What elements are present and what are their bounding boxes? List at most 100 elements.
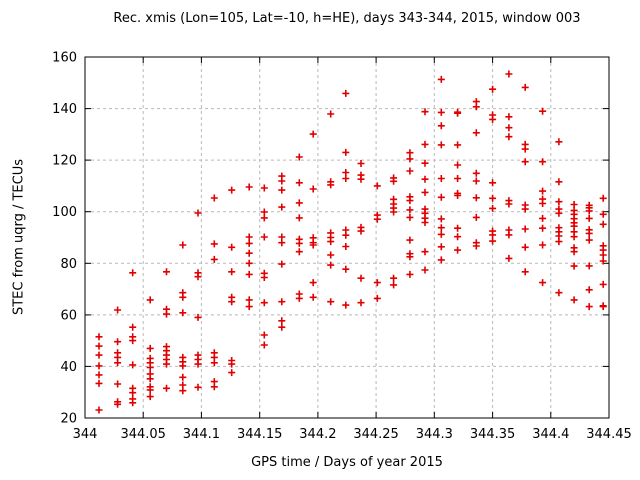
data-point-marker xyxy=(95,362,103,370)
data-point-marker xyxy=(539,279,547,287)
data-point-marker xyxy=(555,178,563,186)
data-point-marker xyxy=(357,274,365,282)
data-point-marker xyxy=(228,268,236,276)
data-point-marker xyxy=(472,239,480,247)
data-point-marker xyxy=(129,269,137,277)
data-point-marker xyxy=(472,194,480,202)
data-point-marker xyxy=(260,341,268,349)
data-point-marker xyxy=(342,169,350,176)
data-point-marker xyxy=(505,133,513,141)
data-point-marker xyxy=(95,406,103,414)
data-point-marker xyxy=(570,262,578,270)
data-point-marker xyxy=(114,398,122,406)
data-point-marker xyxy=(437,243,445,251)
data-point-marker xyxy=(505,197,513,205)
x-axis-label: GPS time / Days of year 2015 xyxy=(251,455,443,470)
data-point-marker xyxy=(539,195,547,203)
data-point-marker xyxy=(146,344,154,352)
data-point-marker xyxy=(129,323,137,331)
data-point-marker xyxy=(585,303,593,311)
data-point-marker xyxy=(260,233,268,241)
data-point-marker xyxy=(505,226,513,234)
y-tick-label: 80 xyxy=(60,257,77,272)
data-point-marker xyxy=(260,331,268,339)
data-point-marker xyxy=(95,351,103,359)
data-point-marker xyxy=(505,124,513,132)
data-point-marker xyxy=(585,262,593,270)
data-point-marker xyxy=(406,236,414,244)
data-point-marker xyxy=(245,259,253,267)
data-point-marker xyxy=(599,220,607,228)
data-point-marker xyxy=(95,333,103,341)
data-point-marker xyxy=(570,206,578,214)
data-point-marker xyxy=(454,224,462,232)
data-point-marker xyxy=(245,239,253,247)
data-point-marker xyxy=(278,233,286,241)
data-point-marker xyxy=(278,298,286,306)
data-point-marker xyxy=(357,171,365,179)
data-point-marker xyxy=(295,235,303,243)
data-point-marker xyxy=(489,179,497,187)
data-point-marker xyxy=(421,108,429,116)
y-tick-label: 20 xyxy=(60,412,77,427)
data-point-marker xyxy=(210,194,218,202)
x-tick-label: 344.35 xyxy=(470,427,516,442)
data-point-marker xyxy=(245,270,253,278)
data-point-marker xyxy=(555,289,563,297)
data-point-marker xyxy=(539,224,547,232)
data-point-marker xyxy=(342,89,350,97)
data-point-marker xyxy=(295,290,303,298)
data-point-marker xyxy=(309,279,317,287)
data-point-marker xyxy=(570,201,578,208)
data-point-marker xyxy=(406,155,414,163)
data-point-marker xyxy=(437,224,445,232)
data-point-marker xyxy=(228,369,236,377)
data-point-marker xyxy=(210,255,218,263)
x-tick-label: 344.3 xyxy=(416,427,453,442)
data-point-marker xyxy=(437,230,445,238)
data-point-marker xyxy=(472,213,480,221)
data-point-marker xyxy=(278,260,286,268)
data-point-marker xyxy=(555,224,563,232)
data-point-marker xyxy=(327,251,335,259)
data-point-marker xyxy=(406,206,414,214)
data-point-marker xyxy=(373,279,381,287)
data-point-marker xyxy=(390,281,398,289)
data-point-marker xyxy=(342,265,350,273)
data-point-marker xyxy=(245,233,253,241)
data-point-marker xyxy=(489,237,497,245)
data-point-marker xyxy=(210,240,218,248)
data-point-marker xyxy=(114,338,122,346)
data-point-marker xyxy=(295,179,303,187)
data-point-marker xyxy=(599,242,607,250)
data-point-marker xyxy=(179,241,187,249)
data-point-marker xyxy=(260,269,268,277)
data-point-marker xyxy=(342,243,350,250)
data-point-marker xyxy=(521,243,529,251)
data-point-marker xyxy=(278,203,286,211)
data-point-marker xyxy=(555,138,563,146)
data-point-marker xyxy=(437,75,445,83)
data-point-marker xyxy=(194,383,202,391)
data-point-marker xyxy=(421,248,429,256)
data-point-marker xyxy=(521,83,529,91)
data-point-marker xyxy=(599,210,607,218)
data-point-marker xyxy=(295,199,303,207)
data-point-marker xyxy=(163,268,170,276)
data-point-marker xyxy=(357,160,365,167)
data-point-marker xyxy=(309,130,317,138)
data-point-marker xyxy=(129,333,137,341)
x-tick-label: 344.15 xyxy=(237,427,283,442)
data-point-marker xyxy=(146,393,154,401)
data-point-marker xyxy=(505,254,513,262)
data-point-marker xyxy=(539,107,547,115)
data-point-marker xyxy=(437,175,445,182)
data-point-marker xyxy=(421,188,429,196)
data-point-marker xyxy=(327,298,335,306)
data-point-marker xyxy=(454,175,462,182)
y-tick-label: 120 xyxy=(52,154,77,169)
data-point-marker xyxy=(437,215,445,223)
data-point-marker xyxy=(129,384,137,392)
data-point-marker xyxy=(406,167,414,175)
x-tick-label: 344.05 xyxy=(120,427,166,442)
